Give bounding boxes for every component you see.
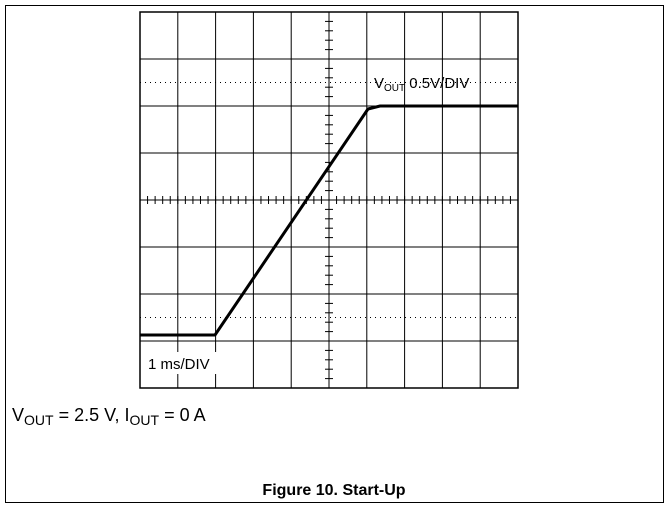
label-symbol: V xyxy=(374,75,384,92)
trace xyxy=(140,104,518,337)
scope-screen xyxy=(139,11,519,389)
v-symbol: V xyxy=(12,405,24,425)
i-subscript: OUT xyxy=(130,412,160,428)
label-subscript: OUT xyxy=(384,83,405,94)
label-rest: 0.5V/DIV xyxy=(405,75,469,92)
conditions: VOUT = 2.5 V, IOUT = 0 A xyxy=(12,405,206,428)
i-rest: = 0 A xyxy=(159,405,206,425)
v-subscript: OUT xyxy=(24,412,54,428)
caption: Figure 10. Start-Up xyxy=(262,482,405,499)
time-label-bg xyxy=(144,352,226,374)
figure-border xyxy=(5,5,664,503)
time-label: 1 ms/DIV xyxy=(148,356,210,373)
v-rest: = 2.5 V, xyxy=(54,405,125,425)
i-symbol: I xyxy=(124,405,129,425)
trace-label: VOUT 0.5V/DIV xyxy=(374,75,469,94)
